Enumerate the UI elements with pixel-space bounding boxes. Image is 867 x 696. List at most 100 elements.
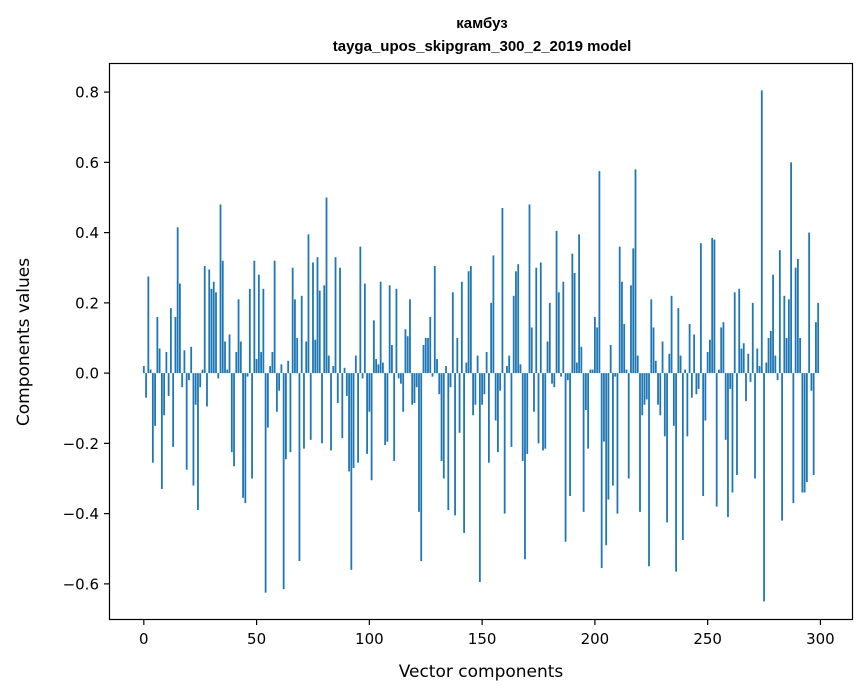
bar: [451, 292, 454, 374]
bar: [449, 373, 452, 388]
bar: [212, 281, 215, 374]
bar: [754, 373, 756, 479]
bar: [582, 373, 585, 512]
bar: [632, 248, 635, 374]
bar: [476, 355, 479, 374]
bar: [321, 373, 323, 444]
bar: [172, 373, 175, 447]
bar: [767, 337, 770, 374]
bar: [411, 373, 414, 405]
bar: [740, 348, 743, 374]
bar: [194, 373, 197, 405]
y-tick-label: 0.0: [75, 365, 99, 383]
bar: [760, 90, 763, 374]
bar: [316, 257, 319, 374]
bar: [533, 373, 535, 412]
bar: [612, 373, 614, 486]
bar: [736, 373, 738, 475]
bar: [235, 352, 238, 374]
bar: [627, 373, 630, 479]
bar: [706, 352, 709, 374]
bar: [269, 366, 272, 374]
bar: [557, 292, 560, 374]
bar: [512, 295, 515, 374]
bar: [695, 373, 698, 395]
bar: [542, 373, 544, 451]
bar: [409, 299, 411, 374]
bar: [244, 373, 247, 504]
y-tick-label: 0.2: [75, 294, 99, 312]
bar: [672, 373, 675, 426]
bar: [415, 373, 418, 388]
bar: [709, 339, 711, 374]
bar: [731, 373, 734, 493]
bar: [427, 337, 429, 374]
bar: [648, 373, 650, 567]
y-axis-label: Components values: [14, 258, 34, 426]
bar: [467, 271, 470, 374]
bar: [239, 341, 242, 374]
bar: [345, 373, 348, 396]
bar: [528, 204, 531, 374]
bar: [537, 373, 540, 444]
bar: [679, 355, 682, 374]
bar: [668, 353, 671, 374]
bar: [174, 316, 177, 374]
bar: [158, 348, 161, 374]
bar: [357, 373, 359, 463]
bar: [413, 373, 416, 403]
bar: [580, 346, 583, 374]
bar: [431, 373, 434, 377]
bar: [817, 302, 820, 374]
bar: [273, 260, 276, 374]
bar: [350, 373, 353, 570]
bar: [384, 373, 387, 446]
plot-frame: [108, 62, 854, 621]
bar: [733, 292, 736, 374]
bar: [738, 288, 741, 374]
bar: [447, 373, 450, 511]
bar: [747, 353, 750, 374]
bar: [787, 299, 790, 374]
bar: [483, 373, 486, 395]
bar: [756, 348, 759, 374]
bar: [422, 345, 425, 374]
bar: [226, 369, 229, 374]
bar: [190, 346, 193, 374]
bar: [785, 337, 788, 374]
bar: [397, 373, 400, 379]
bar: [792, 373, 795, 504]
bar: [697, 373, 700, 389]
bar: [603, 373, 605, 442]
bar: [663, 373, 666, 437]
bar: [253, 260, 256, 374]
bar: [363, 283, 366, 374]
bar: [142, 366, 145, 374]
bar: [805, 373, 808, 482]
bar: [675, 373, 677, 572]
bar: [499, 373, 502, 391]
bar: [294, 299, 296, 374]
bar: [659, 373, 662, 416]
bar: [303, 373, 305, 449]
bar: [343, 367, 346, 374]
bar: [199, 373, 202, 388]
bar: [616, 373, 619, 514]
bar: [203, 265, 206, 374]
bar: [639, 373, 641, 512]
bar: [544, 373, 547, 449]
bar: [718, 369, 720, 374]
bar: [801, 373, 804, 493]
bar: [535, 267, 538, 374]
bar: [458, 373, 461, 433]
bar: [237, 299, 240, 374]
x-axis-label: Vector components: [399, 662, 564, 682]
bar: [233, 373, 235, 467]
bar: [810, 373, 813, 391]
bar: [578, 234, 580, 374]
bar: [781, 373, 783, 521]
bar: [618, 246, 621, 374]
bar: [436, 359, 438, 374]
bar: [636, 355, 639, 374]
bar: [420, 373, 423, 562]
